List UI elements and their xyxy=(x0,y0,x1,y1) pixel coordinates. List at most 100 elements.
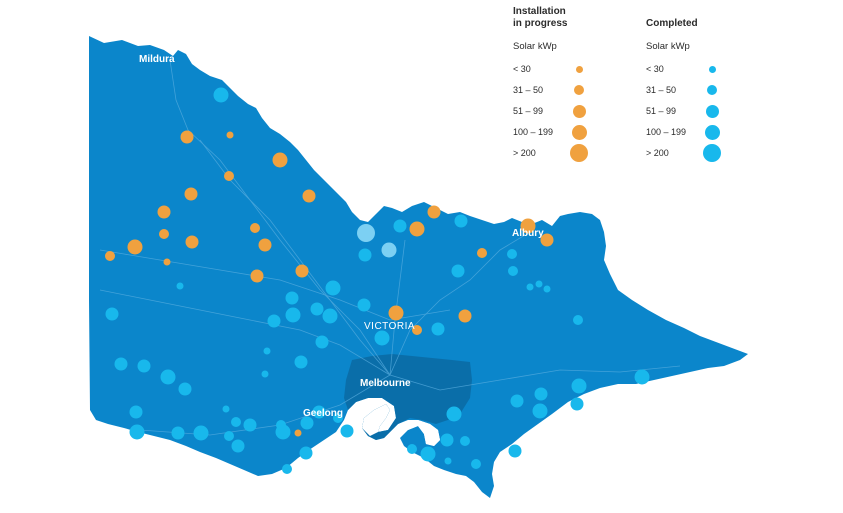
legend-in-progress-label: 100 – 199 xyxy=(513,127,554,137)
completed-site-marker xyxy=(294,355,308,369)
completed-site-marker xyxy=(261,370,269,378)
completed-site-marker xyxy=(129,424,145,440)
completed-site-marker xyxy=(534,387,548,401)
state-label: VICTORIA xyxy=(364,321,415,332)
legend-completed-title: Completed xyxy=(646,18,698,29)
port-phillip-bay xyxy=(362,404,390,436)
in-progress-site-marker xyxy=(520,218,536,234)
in-progress-site-marker xyxy=(224,171,234,181)
in-progress-site-marker xyxy=(226,131,234,139)
completed-site-marker xyxy=(543,285,551,293)
completed-site-marker xyxy=(178,382,192,396)
in-progress-site-marker xyxy=(540,233,554,247)
legend-in-progress-marker xyxy=(570,144,588,162)
legend-in-progress-item: 51 – 99 xyxy=(513,103,543,119)
legend-completed-item: 51 – 99 xyxy=(646,103,676,119)
legend-completed-item: > 200 xyxy=(646,145,669,161)
in-progress-site-marker xyxy=(159,229,169,239)
in-progress-site-marker xyxy=(409,221,425,237)
completed-site-marker xyxy=(571,378,587,394)
legend-in-progress-subtitle: Solar kWp xyxy=(513,41,557,52)
completed-site-marker xyxy=(357,298,371,312)
in-progress-site-marker xyxy=(163,258,171,266)
completed-site-marker xyxy=(222,405,230,413)
legend-in-progress-label: 51 – 99 xyxy=(513,106,544,116)
completed-site-marker xyxy=(213,87,229,103)
legend-completed-item: < 30 xyxy=(646,61,664,77)
in-progress-site-marker xyxy=(250,223,260,233)
completed-site-marker xyxy=(431,322,445,336)
completed-site-marker xyxy=(381,242,397,258)
legend-in-progress-title: Installation in progress xyxy=(513,6,623,30)
in-progress-site-marker xyxy=(412,325,422,335)
legend-completed-marker xyxy=(708,65,716,73)
completed-site-marker xyxy=(193,425,209,441)
in-progress-site-marker xyxy=(185,235,199,249)
legend-completed-marker xyxy=(707,85,717,95)
legend-in-progress-item: > 200 xyxy=(513,145,536,161)
in-progress-site-marker xyxy=(184,187,198,201)
legend-in-progress-label: < 30 xyxy=(513,64,531,74)
legend-completed-label: 51 – 99 xyxy=(646,106,677,116)
city-label-albury: Albury xyxy=(512,228,544,239)
completed-site-marker xyxy=(471,459,481,469)
completed-site-marker xyxy=(267,314,281,328)
in-progress-site-marker xyxy=(388,305,404,321)
completed-site-marker xyxy=(393,219,407,233)
western-port xyxy=(402,420,440,446)
legend-in-progress-title-line2: in progress xyxy=(513,18,568,29)
completed-site-marker xyxy=(510,394,524,408)
legend-completed-item: 31 – 50 xyxy=(646,82,676,98)
completed-site-marker xyxy=(358,248,372,262)
completed-site-marker xyxy=(285,291,299,305)
completed-site-marker xyxy=(322,308,338,324)
legend-completed-marker xyxy=(704,124,720,140)
completed-site-marker xyxy=(299,446,313,460)
legend-in-progress-marker xyxy=(574,85,584,95)
completed-site-marker xyxy=(508,444,522,458)
legend-completed-marker xyxy=(705,104,719,118)
in-progress-site-marker xyxy=(302,189,316,203)
legend-completed-item: 100 – 199 xyxy=(646,124,686,140)
legend-in-progress-label: 31 – 50 xyxy=(513,85,544,95)
completed-site-marker xyxy=(129,405,143,419)
completed-site-marker xyxy=(282,464,292,474)
in-progress-site-marker xyxy=(294,429,302,437)
in-progress-markers xyxy=(105,130,554,437)
in-progress-site-marker xyxy=(157,205,171,219)
completed-site-marker xyxy=(440,433,454,447)
completed-site-marker xyxy=(460,436,470,446)
legend-in-progress-marker xyxy=(572,104,586,118)
legend-completed-subtitle: Solar kWp xyxy=(646,41,690,52)
legend-in-progress-marker xyxy=(575,65,583,73)
completed-site-marker xyxy=(526,283,534,291)
completed-site-marker xyxy=(285,307,301,323)
completed-site-marker xyxy=(137,359,151,373)
completed-site-marker xyxy=(454,214,468,228)
completed-site-marker xyxy=(231,439,245,453)
city-label-geelong: Geelong xyxy=(303,408,343,419)
completed-site-marker xyxy=(105,307,119,321)
completed-site-marker xyxy=(444,457,452,465)
completed-site-marker xyxy=(420,446,436,462)
in-progress-site-marker xyxy=(272,152,288,168)
completed-site-marker xyxy=(340,424,354,438)
completed-site-marker xyxy=(276,420,286,430)
legend-completed-label: < 30 xyxy=(646,64,664,74)
legend-in-progress-marker xyxy=(571,124,587,140)
completed-site-marker xyxy=(446,406,462,422)
completed-site-marker xyxy=(573,315,583,325)
completed-site-marker xyxy=(231,417,241,427)
legend-completed-label: 31 – 50 xyxy=(646,85,677,95)
completed-site-marker xyxy=(507,249,517,259)
legend-in-progress-title-line1: Installation xyxy=(513,6,566,17)
legend-in-progress-label: > 200 xyxy=(513,148,536,158)
completed-site-marker xyxy=(300,416,314,430)
in-progress-site-marker xyxy=(127,239,143,255)
completed-site-marker xyxy=(224,431,234,441)
completed-site-marker xyxy=(508,266,518,276)
completed-site-marker xyxy=(407,444,417,454)
completed-site-marker xyxy=(310,302,324,316)
completed-site-marker xyxy=(243,418,257,432)
completed-site-marker xyxy=(333,413,343,423)
